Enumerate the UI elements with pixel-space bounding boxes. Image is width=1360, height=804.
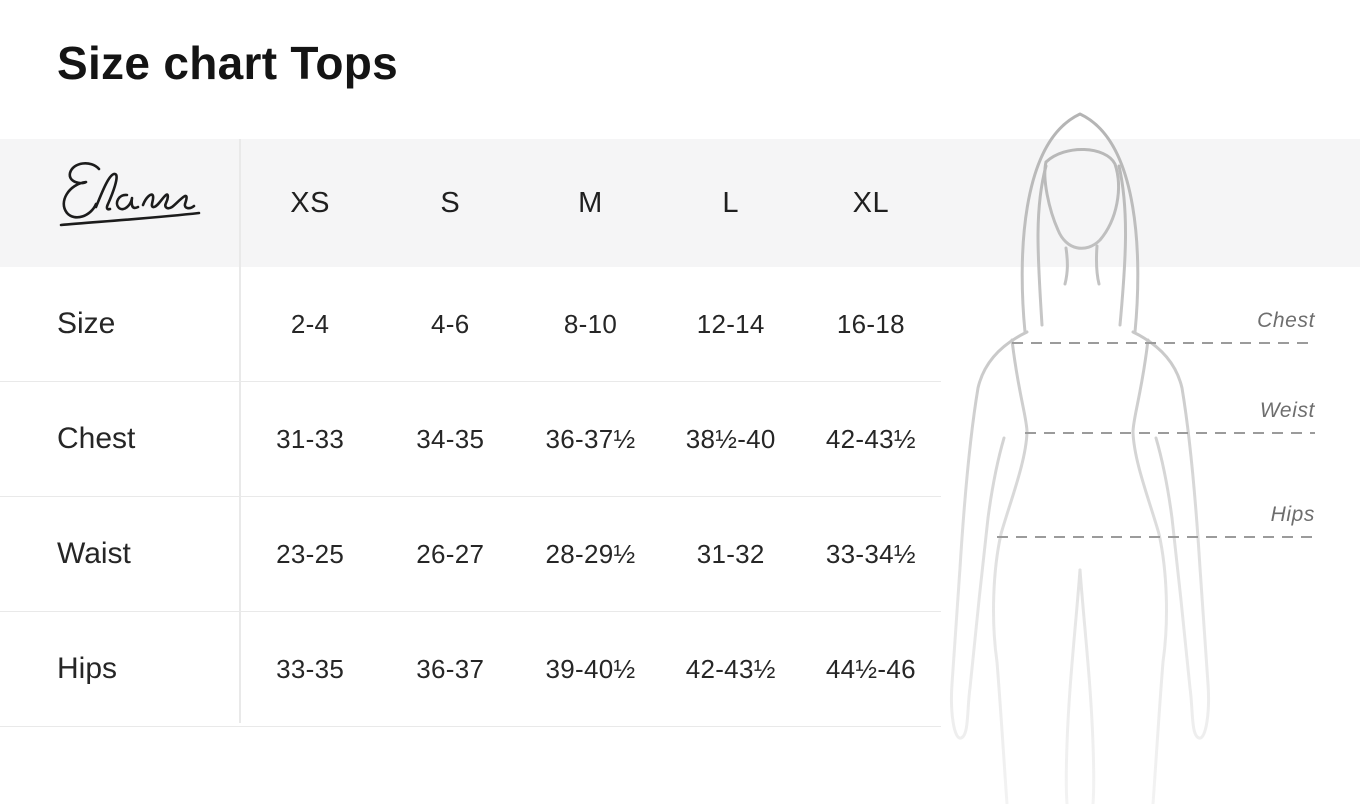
hips-m: 39-40½ [545,653,636,684]
table-row-chest: Chest 31-33 34-35 36-37½ 38½-40 42-43½ [0,382,941,497]
figure-left-arm [950,330,1029,740]
table-row-hips: Hips 33-35 36-37 39-40½ 42-43½ 44½-46 [0,612,941,727]
column-header-l: L [722,186,740,219]
hips-xs: 33-35 [276,653,345,684]
brand-logo: Elan [0,139,240,267]
row-label-waist: Waist [57,537,131,570]
chest-measure-label: Chest [1257,309,1315,332]
chest-xl: 42-43½ [825,423,916,454]
figure-hair-inner-right [1117,164,1128,327]
column-header-m: M [578,186,603,219]
brand-signature-icon [59,162,201,227]
row-label-size: Size [57,307,116,340]
waist-l: 31-32 [696,538,765,569]
figure-right-leg-inner [1078,568,1096,804]
waist-measure-line [1025,432,1315,434]
chest-m: 36-37½ [545,423,636,454]
figure-left-leg-inner [1064,568,1082,804]
size-xl: 16-18 [836,308,905,339]
figure-face-outline [1043,148,1120,250]
figure-torso-right [1131,338,1168,804]
hips-xl: 44½-46 [825,653,916,684]
size-chart-table: Elan XS S M L XL Size 2-4 4-6 8-10 12-14… [0,139,941,727]
figure-hair-outline [1020,112,1140,334]
table-row-waist: Waist 23-25 26-27 28-29½ 31-32 33-34½ [0,497,941,612]
column-header-xs: XS [290,186,330,219]
hips-measure-line [997,536,1315,538]
table-vertical-divider [239,139,241,723]
waist-xs: 23-25 [276,538,345,569]
chest-l: 38½-40 [685,423,776,454]
figure-torso-left [992,338,1029,804]
row-label-chest: Chest [57,422,136,455]
body-figure-illustration [950,112,1210,804]
chest-xs: 31-33 [276,423,345,454]
size-l: 12-14 [696,308,765,339]
table-header-row: Elan XS S M L XL [0,139,941,267]
size-s: 4-6 [431,308,470,339]
chest-s: 34-35 [416,423,485,454]
figure-neck-right [1094,244,1101,286]
waist-m: 28-29½ [545,538,636,569]
brand-logo-text: Elan [0,139,1,140]
table-row-size: Size 2-4 4-6 8-10 12-14 16-18 [0,267,941,382]
column-header-s: S [440,186,461,219]
figure-hair-inner-left [1036,164,1048,327]
waist-s: 26-27 [416,538,485,569]
page-title: Size chart Tops [57,37,399,89]
hips-l: 42-43½ [685,653,776,684]
size-m: 8-10 [563,308,618,339]
waist-measure-label: Weist [1259,399,1315,422]
size-xs: 2-4 [290,308,330,339]
hips-measure-label: Hips [1270,503,1315,526]
figure-neck-left [1063,246,1069,286]
chest-measure-line [1012,342,1315,344]
waist-xl: 33-34½ [825,538,916,569]
hips-s: 36-37 [416,653,485,684]
row-label-hips: Hips [57,652,118,685]
column-header-xl: XL [852,186,890,219]
